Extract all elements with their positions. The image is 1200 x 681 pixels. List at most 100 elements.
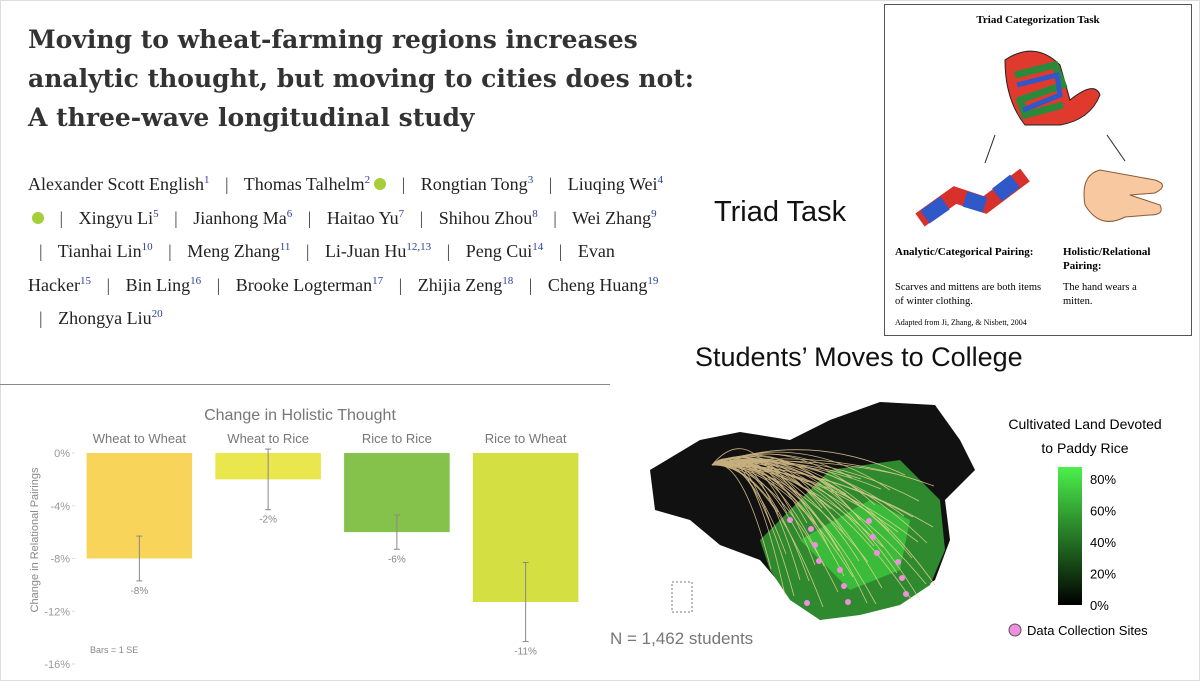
analytic-text: Scarves and mittens are both items of wi… bbox=[895, 282, 1042, 307]
y-tick-label: -16% bbox=[44, 659, 70, 671]
author: Peng Cui14 bbox=[466, 241, 544, 261]
author-name: Thomas Talhelm bbox=[243, 174, 365, 194]
legend-tick: 60% bbox=[1090, 504, 1116, 519]
affiliation: 18 bbox=[502, 274, 514, 287]
separator: | bbox=[528, 274, 533, 295]
author: Li-Juan Hu12,13 bbox=[325, 241, 431, 261]
site bbox=[874, 550, 880, 556]
separator: | bbox=[59, 207, 64, 228]
legend-title: Cultivated Land Devoted bbox=[1008, 416, 1161, 432]
chart-title: Change in Holistic Thought bbox=[204, 407, 396, 424]
divider bbox=[0, 384, 610, 385]
affiliation: 19 bbox=[647, 274, 659, 287]
route bbox=[711, 464, 854, 578]
affiliation: 20 bbox=[151, 308, 163, 320]
routes bbox=[711, 448, 936, 608]
author: Zhijia Zeng18 bbox=[418, 275, 513, 295]
affiliation: 12,13 bbox=[406, 241, 432, 253]
holistic-text: The hand wears a mitten. bbox=[1063, 282, 1137, 307]
separator: | bbox=[307, 207, 312, 228]
affiliation: 16 bbox=[190, 274, 202, 287]
legend-tick: 40% bbox=[1090, 535, 1116, 550]
x-tick-label: Wheat to Wheat bbox=[93, 431, 187, 446]
site bbox=[895, 559, 901, 565]
author: Zhongya Liu20 bbox=[58, 308, 162, 328]
separator: | bbox=[224, 174, 229, 194]
paper-title: Moving to wheat-farming regions increase… bbox=[28, 25, 695, 132]
author-name: Jianhong Ma bbox=[193, 207, 287, 228]
author: Brooke Logterman17 bbox=[236, 275, 383, 295]
triad-title: Triad Categorization Task bbox=[976, 14, 1100, 26]
separator: | bbox=[168, 241, 172, 261]
author: Wei Zhang9 bbox=[572, 208, 657, 228]
site bbox=[804, 600, 810, 606]
triad-figure: Triad Categorization Task Analytic/Categ… bbox=[884, 4, 1192, 336]
affiliation: 4 bbox=[657, 174, 664, 186]
legend-tick: 80% bbox=[1090, 472, 1116, 487]
route bbox=[711, 458, 935, 487]
holistic-heading: Holistic/Relational Pairing: bbox=[1063, 245, 1183, 273]
author-name: Zhijia Zeng bbox=[417, 274, 503, 295]
author: Haitao Yu7 bbox=[327, 208, 404, 228]
sites-label: Data Collection Sites bbox=[1027, 623, 1148, 638]
inset bbox=[671, 581, 693, 613]
route bbox=[711, 464, 914, 518]
legend-tick: 20% bbox=[1090, 567, 1116, 582]
affiliation: 1 bbox=[203, 174, 210, 186]
separator: | bbox=[39, 241, 43, 261]
author: Rongtian Tong3 bbox=[421, 174, 533, 194]
author-name: Xingyu Li bbox=[78, 207, 154, 228]
affiliation: 9 bbox=[651, 207, 657, 220]
site bbox=[866, 518, 872, 524]
affiliation: 10 bbox=[141, 241, 153, 253]
orcid-icon bbox=[32, 211, 44, 224]
affiliation: 5 bbox=[153, 207, 159, 220]
affiliation: 3 bbox=[527, 174, 534, 186]
route bbox=[711, 461, 840, 552]
author-name: Li-Juan Hu bbox=[324, 241, 407, 261]
y-tick-label: -12% bbox=[44, 606, 70, 618]
n-label: N = 1,462 students bbox=[610, 629, 753, 648]
site bbox=[903, 591, 909, 597]
triad-label: Triad Task bbox=[714, 196, 847, 228]
value-label: -8% bbox=[130, 586, 148, 597]
author-name: Cheng Huang bbox=[547, 274, 648, 295]
separator: | bbox=[398, 274, 403, 295]
author: Thomas Talhelm2 bbox=[243, 174, 387, 194]
separator: | bbox=[39, 308, 43, 328]
author: Cheng Huang19 bbox=[548, 275, 658, 295]
site bbox=[816, 558, 822, 564]
site bbox=[870, 534, 876, 540]
orcid-icon bbox=[374, 178, 387, 190]
hand bbox=[1083, 169, 1163, 222]
chart-note: Bars = 1 SE bbox=[90, 645, 138, 655]
affiliation: 2 bbox=[364, 174, 371, 186]
route bbox=[711, 456, 803, 499]
affiliation: 14 bbox=[532, 241, 544, 253]
affiliation: 11 bbox=[279, 241, 291, 253]
map-title: Students’ Moves to College bbox=[695, 342, 1023, 372]
site bbox=[841, 583, 847, 589]
site bbox=[845, 599, 851, 605]
legend-tick: 0% bbox=[1090, 598, 1109, 613]
site bbox=[787, 517, 793, 523]
route bbox=[711, 458, 936, 586]
site bbox=[837, 567, 843, 573]
author-name: Alexander Scott English bbox=[28, 174, 204, 194]
site bbox=[899, 575, 905, 581]
author-name: Liuqing Wei bbox=[567, 174, 658, 194]
separator: | bbox=[553, 207, 557, 228]
author-name: Meng Zhang bbox=[187, 241, 280, 261]
map: N = 1,462 students Cultivated Land Devot… bbox=[610, 402, 1162, 648]
y-tick-label: 0% bbox=[54, 448, 70, 460]
route bbox=[711, 464, 869, 563]
author: Bin Ling16 bbox=[126, 275, 202, 295]
route bbox=[711, 459, 928, 544]
y-tick-label: -8% bbox=[50, 554, 70, 566]
mitten-stripe bbox=[1014, 60, 1068, 120]
separator: | bbox=[216, 274, 221, 295]
author-name: Rongtian Tong bbox=[420, 174, 528, 194]
x-tick-label: Wheat to Rice bbox=[227, 431, 309, 446]
